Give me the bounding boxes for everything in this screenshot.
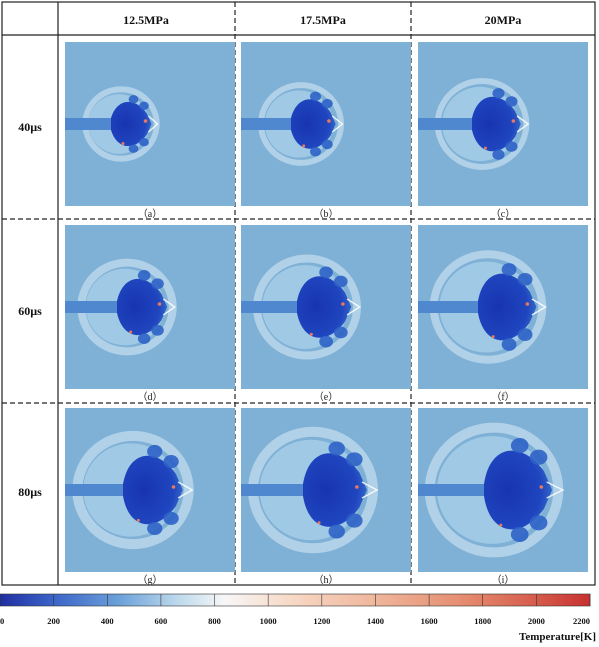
- row-header: 40µs: [18, 120, 42, 134]
- simulation-panel: [65, 42, 235, 206]
- subfigure-label: （b）: [314, 208, 339, 220]
- colorbar-tick-label: 1600: [421, 616, 438, 626]
- column-header: 12.5MPa: [123, 13, 169, 27]
- subfigure-label: （a）: [138, 208, 162, 220]
- colorbar-tick-label: 200: [47, 616, 60, 626]
- colorbar-tick-label: 1400: [367, 616, 384, 626]
- colorbar-tick-label: 800: [208, 616, 221, 626]
- colorbar-gradient: [0, 593, 591, 607]
- column-header: 17.5MPa: [300, 13, 346, 27]
- simulation-panel: [418, 42, 588, 206]
- column-header: 20MPa: [485, 13, 522, 27]
- colorbar-title: Temperature[K]: [519, 631, 596, 643]
- subfigure-label: （c）: [491, 208, 515, 220]
- colorbar-tick-label: 1800: [474, 616, 491, 626]
- temperature-colorbar: 0 200 400 600 800 1000 1200 1400 1600 1800 2000 220…: [0, 593, 596, 643]
- simulation-panel: [418, 225, 588, 389]
- subfigure-label: （h）: [314, 574, 339, 586]
- simulation-panels: [65, 42, 588, 572]
- subfigure-label: （e）: [314, 391, 338, 403]
- simulation-panel: [418, 408, 588, 572]
- colorbar-tick-label: 400: [101, 616, 114, 626]
- subfigure-label: （i）: [492, 574, 515, 586]
- colorbar-tick-label: 1000: [260, 616, 277, 626]
- colorbar-tick-label: 600: [155, 616, 168, 626]
- simulation-panel: [241, 42, 411, 206]
- row-header: 60µs: [18, 304, 42, 318]
- colorbar-tick-label: 2200: [573, 616, 590, 626]
- simulation-panel: [65, 408, 235, 572]
- subfigure-label: （f）: [491, 391, 514, 403]
- colorbar-tick-label: 1200: [313, 616, 330, 626]
- simulation-panel: [241, 408, 411, 572]
- grid-frame: [1, 1, 596, 586]
- subfigure-labels: （a） （b） （c） （d） （e） （f） （g） （h） （i）: [138, 208, 516, 586]
- colorbar-tick-label: 0: [0, 616, 4, 626]
- subfigure-label: （g）: [138, 574, 163, 586]
- simulation-panel: [241, 225, 411, 389]
- subfigure-label: （d）: [138, 391, 163, 403]
- colorbar-ticks: 0 200 400 600 800 1000 1200 1400 1600 1800 2000 220…: [0, 594, 591, 626]
- simulation-panel: [65, 225, 235, 389]
- colorbar-tick-label: 2000: [528, 616, 545, 626]
- row-header: 80µs: [18, 485, 42, 499]
